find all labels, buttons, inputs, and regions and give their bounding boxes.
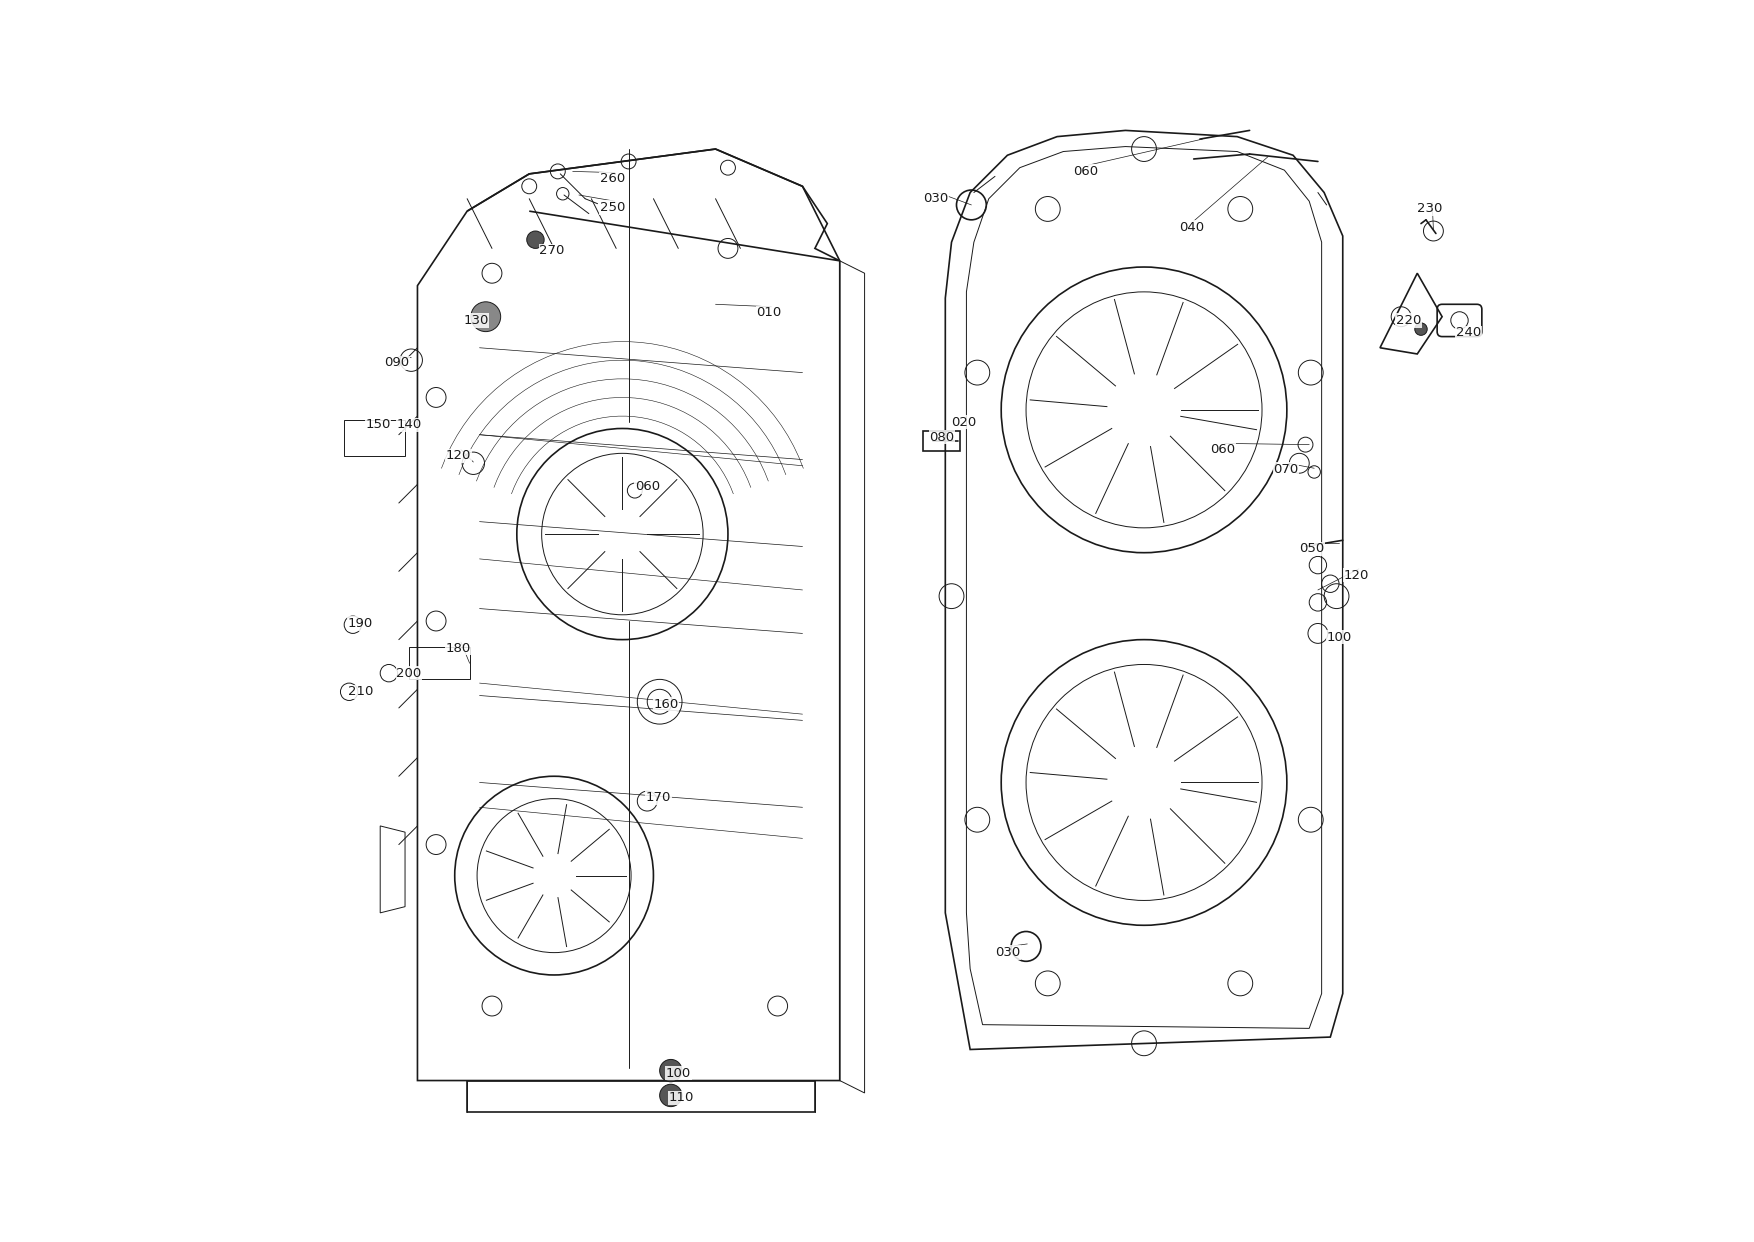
- Text: 060: 060: [1210, 443, 1235, 456]
- Circle shape: [526, 231, 544, 248]
- Text: 040: 040: [1179, 221, 1203, 233]
- Text: 250: 250: [600, 201, 626, 214]
- Text: 110: 110: [668, 1092, 695, 1104]
- Text: 180: 180: [446, 642, 472, 655]
- Text: 100: 100: [1326, 631, 1352, 643]
- Text: 090: 090: [384, 356, 409, 369]
- Circle shape: [470, 302, 500, 332]
- Text: 120: 120: [446, 450, 472, 462]
- Text: 220: 220: [1396, 314, 1421, 327]
- Text: 170: 170: [645, 791, 672, 804]
- Text: 230: 230: [1417, 202, 1442, 215]
- Text: 200: 200: [396, 667, 421, 679]
- Text: 270: 270: [538, 245, 565, 257]
- Text: 060: 060: [1073, 165, 1098, 178]
- Text: 150: 150: [365, 419, 391, 431]
- Text: 050: 050: [1300, 543, 1324, 555]
- Text: 100: 100: [667, 1067, 691, 1079]
- Text: 030: 030: [995, 946, 1021, 959]
- Text: 060: 060: [635, 481, 660, 493]
- Text: 240: 240: [1456, 327, 1480, 339]
- Text: 210: 210: [347, 686, 374, 698]
- Text: 160: 160: [654, 698, 679, 710]
- Circle shape: [660, 1084, 682, 1107]
- Text: 030: 030: [923, 193, 949, 205]
- Text: 020: 020: [951, 416, 977, 428]
- Text: 140: 140: [396, 419, 421, 431]
- Circle shape: [1415, 323, 1428, 335]
- Circle shape: [660, 1059, 682, 1082]
- Text: 010: 010: [756, 307, 782, 319]
- Text: 120: 120: [1344, 569, 1370, 581]
- Text: 260: 260: [600, 173, 624, 185]
- Text: 190: 190: [347, 617, 374, 630]
- Text: 080: 080: [930, 431, 954, 443]
- Text: 130: 130: [463, 314, 489, 327]
- Text: 070: 070: [1273, 463, 1298, 476]
